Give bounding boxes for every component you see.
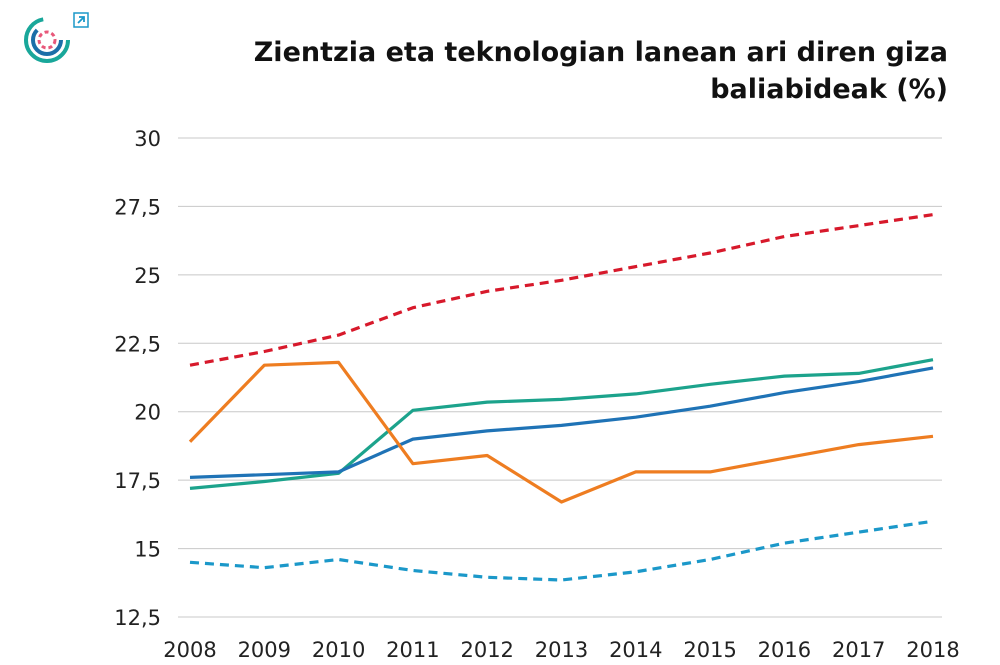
y-tick-label: 15 xyxy=(134,538,161,562)
x-tick-label: 2013 xyxy=(535,638,588,662)
y-tick-label: 27,5 xyxy=(114,195,161,219)
x-tick-label: 2018 xyxy=(906,638,959,662)
y-tick-label: 22,5 xyxy=(114,332,161,356)
external-link-icon[interactable] xyxy=(73,12,89,32)
series-orange-line xyxy=(188,360,934,504)
y-tick-label: 12,5 xyxy=(114,606,161,630)
x-tick-label: 2017 xyxy=(832,638,885,662)
x-tick-label: 2009 xyxy=(238,638,291,662)
series-blue-line xyxy=(189,366,934,479)
x-tick-label: 2014 xyxy=(609,638,662,662)
y-tick-label: 30 xyxy=(134,127,161,151)
y-tick-label: 25 xyxy=(134,264,161,288)
x-tick-label: 2015 xyxy=(683,638,736,662)
x-tick-label: 2010 xyxy=(312,638,365,662)
series-red-dashed-line xyxy=(189,213,934,367)
x-tick-label: 2016 xyxy=(758,638,811,662)
x-tick-label: 2008 xyxy=(163,638,216,662)
chart-title: Zientzia eta teknologian lanean ari dire… xyxy=(253,37,948,105)
x-tick-label: 2011 xyxy=(386,638,439,662)
y-tick-label: 17,5 xyxy=(114,469,161,493)
x-tick-label: 2012 xyxy=(460,638,513,662)
circular-logo-icon xyxy=(22,12,74,68)
series-cyan-dashed-line xyxy=(189,519,934,582)
y-tick-label: 20 xyxy=(134,401,161,425)
